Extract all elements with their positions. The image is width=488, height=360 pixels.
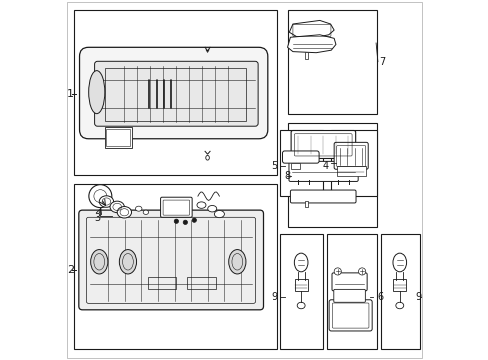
- Bar: [326, 234, 376, 348]
- FancyBboxPatch shape: [331, 273, 366, 291]
- Polygon shape: [289, 21, 333, 37]
- Bar: [280, 234, 323, 348]
- Text: 8: 8: [284, 171, 290, 181]
- Bar: [104, 127, 131, 148]
- Ellipse shape: [207, 206, 216, 212]
- Circle shape: [174, 219, 178, 224]
- Ellipse shape: [297, 302, 305, 309]
- Ellipse shape: [117, 207, 131, 218]
- Bar: [106, 130, 129, 146]
- Circle shape: [358, 268, 365, 275]
- Bar: [380, 234, 419, 348]
- FancyBboxPatch shape: [290, 190, 355, 203]
- Text: 4: 4: [322, 161, 328, 171]
- Circle shape: [183, 220, 187, 225]
- FancyBboxPatch shape: [79, 210, 263, 310]
- Ellipse shape: [214, 211, 224, 218]
- Bar: [294, 279, 307, 291]
- Text: 1: 1: [67, 89, 74, 99]
- Ellipse shape: [99, 196, 113, 207]
- Circle shape: [89, 185, 112, 208]
- Ellipse shape: [143, 210, 148, 215]
- FancyBboxPatch shape: [333, 289, 365, 302]
- Ellipse shape: [90, 249, 108, 274]
- Text: 9: 9: [271, 292, 277, 302]
- FancyBboxPatch shape: [333, 142, 367, 169]
- Text: 6: 6: [376, 292, 383, 302]
- Text: 9: 9: [414, 292, 421, 302]
- Bar: [74, 184, 276, 348]
- Ellipse shape: [197, 202, 205, 208]
- Bar: [147, 277, 176, 289]
- FancyBboxPatch shape: [290, 131, 355, 158]
- Text: 5: 5: [271, 161, 277, 171]
- FancyBboxPatch shape: [94, 61, 258, 126]
- Ellipse shape: [294, 253, 307, 272]
- FancyBboxPatch shape: [282, 151, 319, 163]
- FancyBboxPatch shape: [288, 161, 357, 181]
- Bar: [287, 10, 376, 114]
- Ellipse shape: [110, 201, 124, 213]
- Bar: [290, 163, 300, 169]
- Bar: [304, 201, 308, 207]
- Ellipse shape: [205, 156, 209, 160]
- Bar: [336, 166, 365, 176]
- Text: 2: 2: [67, 265, 74, 275]
- Circle shape: [192, 218, 196, 222]
- Text: 3: 3: [94, 213, 100, 222]
- FancyBboxPatch shape: [160, 197, 192, 217]
- Bar: [187, 277, 215, 289]
- Bar: [74, 10, 276, 175]
- Ellipse shape: [135, 206, 142, 211]
- Text: 7: 7: [378, 57, 385, 67]
- Polygon shape: [287, 35, 335, 53]
- Bar: [104, 68, 246, 121]
- Bar: [304, 52, 308, 59]
- Bar: [392, 279, 406, 291]
- Ellipse shape: [395, 302, 403, 309]
- Ellipse shape: [228, 249, 245, 274]
- Ellipse shape: [88, 71, 104, 114]
- Bar: [280, 130, 323, 196]
- Bar: [287, 123, 376, 226]
- Circle shape: [333, 268, 341, 275]
- FancyBboxPatch shape: [328, 300, 371, 331]
- Ellipse shape: [392, 253, 406, 272]
- FancyBboxPatch shape: [80, 47, 267, 139]
- Ellipse shape: [119, 249, 136, 274]
- Bar: [330, 130, 376, 196]
